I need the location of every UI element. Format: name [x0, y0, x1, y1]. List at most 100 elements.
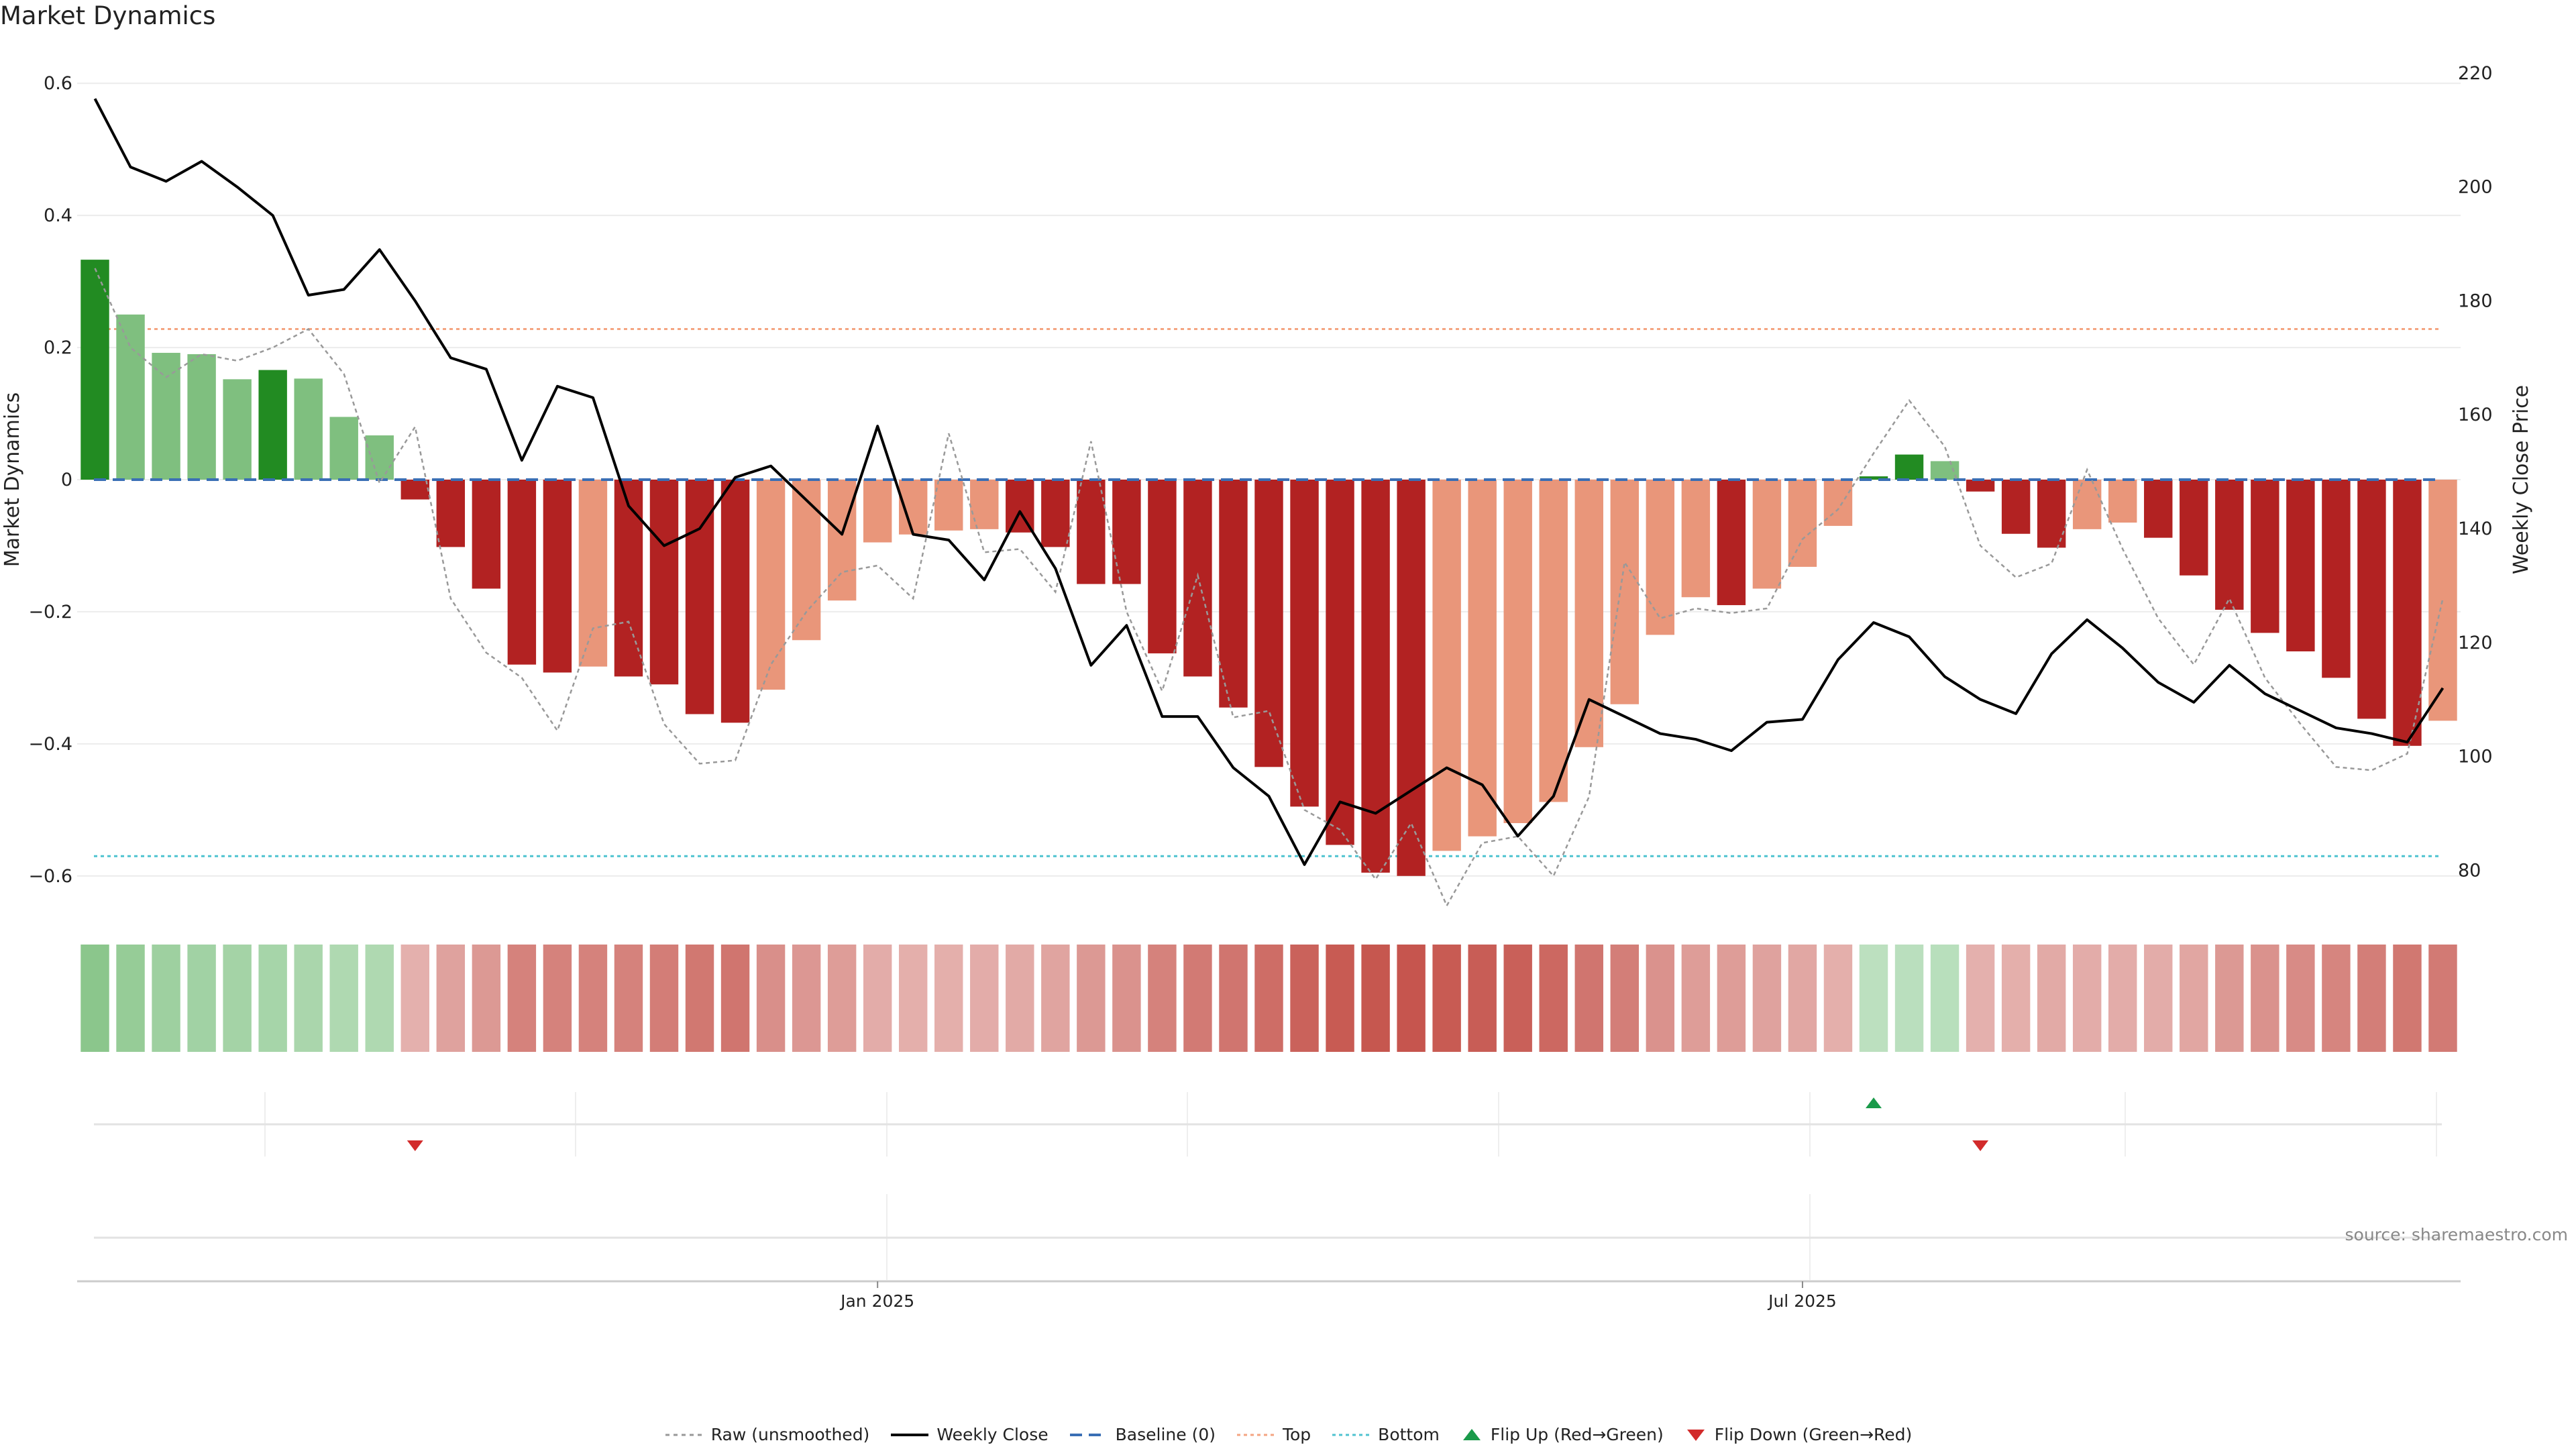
bar [1930, 461, 1960, 480]
bar [329, 417, 358, 480]
bar [2108, 480, 2137, 523]
bar [1077, 480, 1106, 584]
strength-cell [614, 945, 643, 1052]
legend-bottom: Bottom [1331, 1425, 1440, 1444]
strength-cell [1361, 945, 1390, 1052]
bar [2037, 480, 2066, 548]
legend-baseline-label: Baseline (0) [1115, 1425, 1216, 1444]
y-tick-label: −0.2 [28, 602, 72, 623]
strength-cell [2001, 945, 2031, 1052]
legend-weekly-close: Weekly Close [890, 1425, 1049, 1444]
y2-axis-title: Weekly Close Price [2510, 385, 2533, 574]
strength-cell [365, 945, 394, 1052]
bar [2322, 480, 2351, 678]
bar [116, 314, 145, 480]
strength-cell [2144, 945, 2173, 1052]
strength-cell [294, 945, 323, 1052]
y-tick-label: −0.6 [28, 866, 72, 887]
bar [1148, 480, 1177, 653]
strength-cell [2108, 945, 2137, 1052]
bar [2357, 480, 2386, 719]
bar [294, 378, 323, 480]
bar [472, 480, 501, 589]
bar [1752, 480, 1782, 589]
bar [2286, 480, 2315, 651]
bar [1041, 480, 1070, 547]
strength-cell [1254, 945, 1283, 1052]
strength-cell [2393, 945, 2422, 1052]
legend-flip-down-label: Flip Down (Green→Red) [1714, 1425, 1913, 1444]
strength-cell [400, 945, 429, 1052]
bar [543, 480, 572, 673]
bar [1326, 480, 1354, 845]
bar [1966, 480, 1995, 492]
bar [1894, 454, 1924, 480]
bar [578, 480, 608, 667]
legend: Raw (unsmoothed) Weekly Close Baseline (… [0, 1425, 2576, 1444]
y2-tick-label: 120 [2458, 633, 2493, 653]
bar [649, 480, 679, 685]
y2-tick-label: 180 [2458, 290, 2493, 311]
bar [792, 480, 821, 641]
bar [685, 480, 714, 714]
strength-cell [187, 945, 216, 1052]
strength-cell [1574, 945, 1603, 1052]
bar [223, 379, 252, 480]
legend-raw-label: Raw (unsmoothed) [710, 1425, 870, 1444]
strength-cell [2286, 945, 2315, 1052]
bar [400, 480, 429, 500]
source-credit: source: sharemaestro.com [2345, 1225, 2569, 1244]
y-tick-label: 0 [61, 470, 72, 490]
bar [1254, 480, 1283, 767]
strength-cell [1006, 945, 1034, 1052]
strength-cell [1859, 945, 1888, 1052]
strength-cell [1681, 945, 1711, 1052]
strength-cell [2037, 945, 2066, 1052]
y2-tick-label: 100 [2458, 747, 2493, 767]
strength-cell [1788, 945, 1817, 1052]
bar [365, 435, 394, 480]
strength-cell [898, 945, 928, 1052]
strength-cell [543, 945, 572, 1052]
y2-tick-label: 200 [2458, 177, 2493, 198]
bar [1788, 480, 1817, 567]
bar [507, 480, 537, 665]
strength-cell [756, 945, 786, 1052]
strength-cell [1432, 945, 1461, 1052]
strength-cell [1219, 945, 1248, 1052]
legend-baseline: Baseline (0) [1069, 1425, 1216, 1444]
flip-up-marker [1866, 1097, 1882, 1108]
strength-cell [1894, 945, 1924, 1052]
bar [152, 352, 180, 480]
strength-cell [1077, 945, 1106, 1052]
bar [2180, 480, 2208, 576]
strength-cell [2322, 945, 2351, 1052]
bar [827, 480, 857, 601]
strength-cell [1468, 945, 1497, 1052]
legend-top: Top [1236, 1425, 1311, 1444]
strength-cell [507, 945, 537, 1052]
y-tick-label: 0.4 [44, 205, 72, 226]
legend-flip-up-label: Flip Up (Red→Green) [1490, 1425, 1664, 1444]
bar [863, 480, 892, 543]
strength-cell [1397, 945, 1426, 1052]
bar [1006, 480, 1034, 533]
bar [614, 480, 643, 677]
bar [934, 480, 963, 531]
bar [1468, 480, 1497, 837]
strength-cell [578, 945, 608, 1052]
y-tick-label: 0.6 [44, 73, 72, 94]
legend-bottom-label: Bottom [1378, 1425, 1440, 1444]
y2-tick-label: 80 [2458, 860, 2481, 881]
strength-cell [1823, 945, 1853, 1052]
bar [1681, 480, 1711, 598]
raw-line [94, 268, 2444, 908]
bar [1112, 480, 1141, 584]
strength-cell [792, 945, 821, 1052]
strength-cell [685, 945, 714, 1052]
bar [2144, 480, 2173, 538]
strength-cell [329, 945, 358, 1052]
bar [720, 480, 750, 723]
bar [436, 480, 466, 547]
